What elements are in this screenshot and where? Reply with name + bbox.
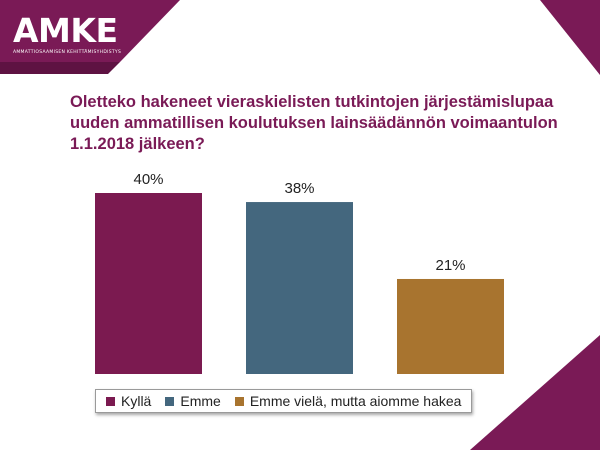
legend-swatch (165, 396, 175, 406)
legend-item: Emme (165, 393, 221, 409)
chart-legend: Kyllä Emme Emme vielä, mutta aiomme hakea (95, 389, 473, 413)
data-label: 38% (284, 180, 314, 197)
bottom-right-accent (470, 335, 600, 450)
logo-wordmark: AMKE (13, 11, 118, 50)
data-label: 40% (133, 171, 163, 188)
bar-kylla (95, 193, 202, 374)
top-right-accent (540, 0, 600, 75)
legend-label: Kyllä (121, 393, 152, 409)
legend-item: Emme vielä, mutta aiomme hakea (234, 393, 462, 409)
legend-swatch (106, 396, 115, 406)
legend-item: Kyllä (106, 393, 151, 409)
header-corner-accent (0, 62, 120, 74)
legend-label: Emme (180, 393, 221, 409)
legend-swatch (234, 396, 244, 406)
bar-emme-viela (397, 278, 504, 374)
chart-title: Oletteko hakeneet vieraskielisten tutkin… (70, 93, 558, 153)
amke-logo: AMKE AMMATTIOSAAMISEN KEHITTÄMISYHDISTYS (13, 11, 122, 56)
data-label: 21% (435, 257, 465, 274)
header-band (0, 0, 180, 62)
bar-emme (246, 202, 353, 374)
legend-label: Emme vielä, mutta aiomme hakea (249, 393, 462, 409)
logo-tagline: AMMATTIOSAAMISEN KEHITTÄMISYHDISTYS (13, 50, 122, 55)
